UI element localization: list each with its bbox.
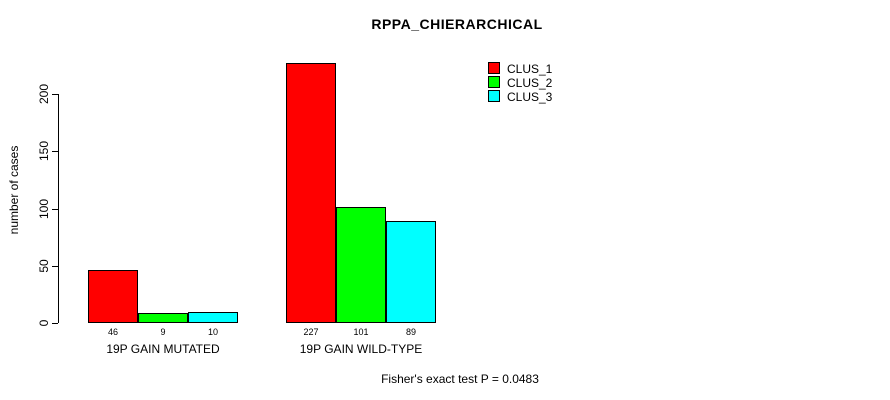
y-axis-line [58,94,59,323]
y-tick [52,151,58,153]
bar-value-label: 227 [303,327,319,337]
legend-swatch [488,90,500,102]
legend-swatch [488,76,500,88]
chart-title: RPPA_CHIERARCHICAL [371,16,543,32]
legend-label: CLUS_2 [507,76,553,90]
y-tick [52,94,58,95]
y-tick-label: 150 [37,141,51,162]
bar-value-label: 89 [405,327,417,337]
y-tick-label: 100 [37,198,51,219]
bar [138,313,188,323]
y-tick-label: 50 [37,259,51,273]
y-axis-title: number of cases [7,145,21,235]
category-label: 19P GAIN WILD-TYPE [299,342,423,356]
bar [336,207,386,323]
y-tick-label: 0 [37,319,51,327]
legend-label: CLUS_3 [507,90,553,104]
legend-swatch [488,62,500,74]
y-tick [52,265,58,267]
bar [188,312,238,323]
bar [286,63,336,323]
bar-value-label: 46 [107,327,119,337]
bar [88,270,138,323]
legend-label: CLUS_1 [507,62,553,76]
bar-value-label: 10 [207,327,219,337]
category-label: 19P GAIN MUTATED [106,342,220,356]
bar-value-label: 9 [160,327,166,337]
bar [386,221,436,323]
bar-value-label: 101 [353,327,369,337]
y-tick [52,208,58,210]
annotation-text: Fisher's exact test P = 0.0483 [381,372,539,386]
y-tick [52,323,58,324]
y-tick-label: 200 [37,83,51,105]
